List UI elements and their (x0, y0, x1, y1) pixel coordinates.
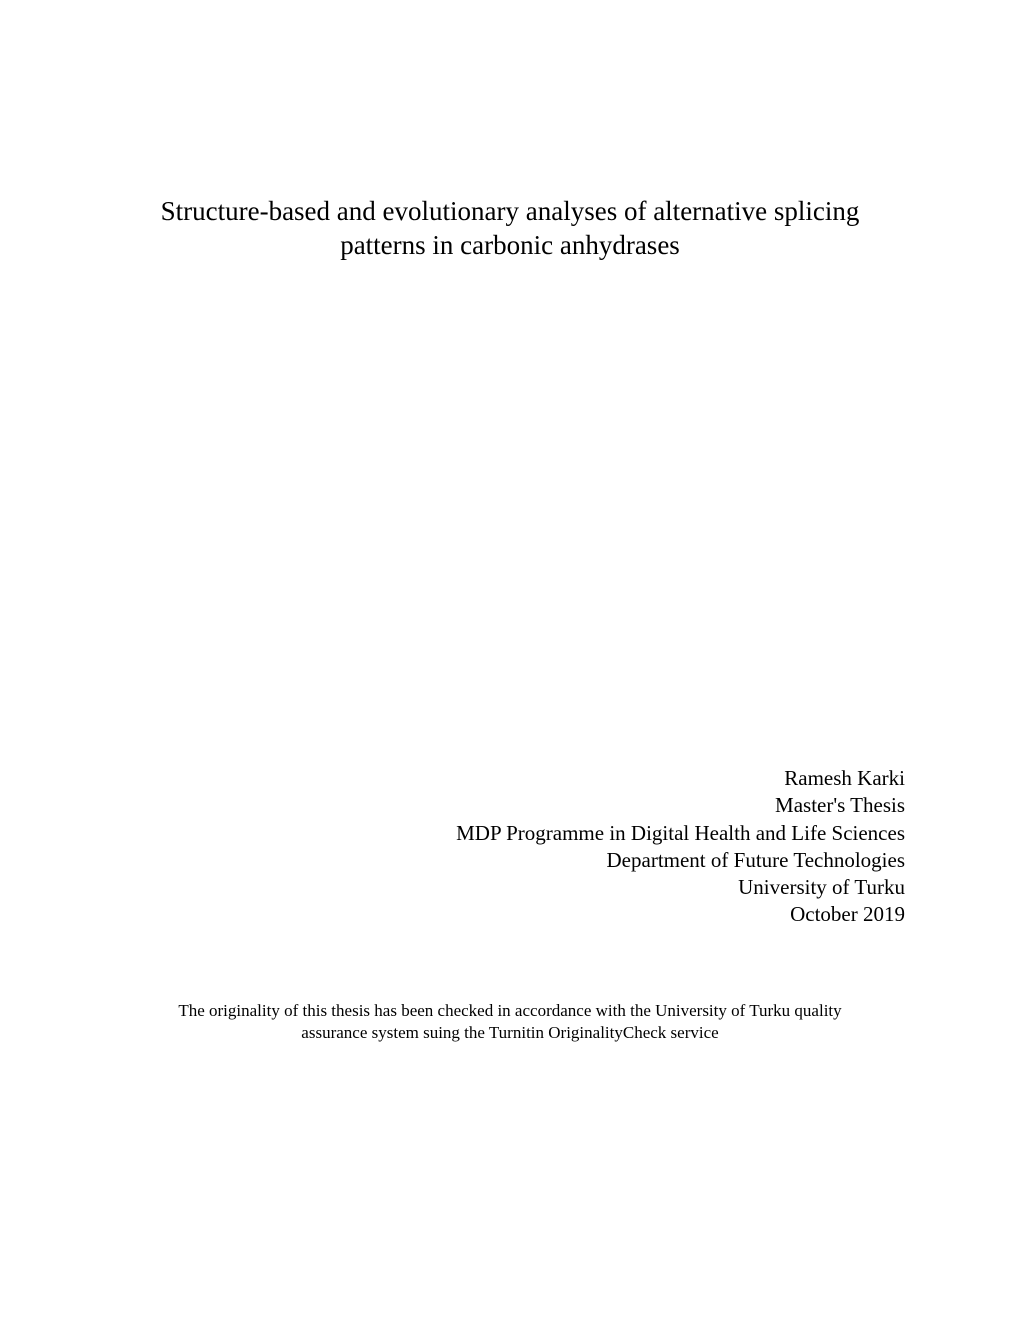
date: October 2019 (115, 901, 905, 928)
originality-line-1: The originality of this thesis has been … (115, 1000, 905, 1022)
originality-line-2: assurance system suing the Turnitin Orig… (115, 1022, 905, 1044)
title-line-1: Structure-based and evolutionary analyse… (115, 195, 905, 229)
credits-block: Ramesh Karki Master's Thesis MDP Program… (115, 765, 905, 929)
thesis-type: Master's Thesis (115, 792, 905, 819)
department-name: Department of Future Technologies (115, 847, 905, 874)
programme-name: MDP Programme in Digital Health and Life… (115, 820, 905, 847)
originality-statement: The originality of this thesis has been … (115, 1000, 905, 1044)
thesis-title-block: Structure-based and evolutionary analyse… (115, 195, 905, 263)
title-line-2: patterns in carbonic anhydrases (115, 229, 905, 263)
university-name: University of Turku (115, 874, 905, 901)
author-name: Ramesh Karki (115, 765, 905, 792)
